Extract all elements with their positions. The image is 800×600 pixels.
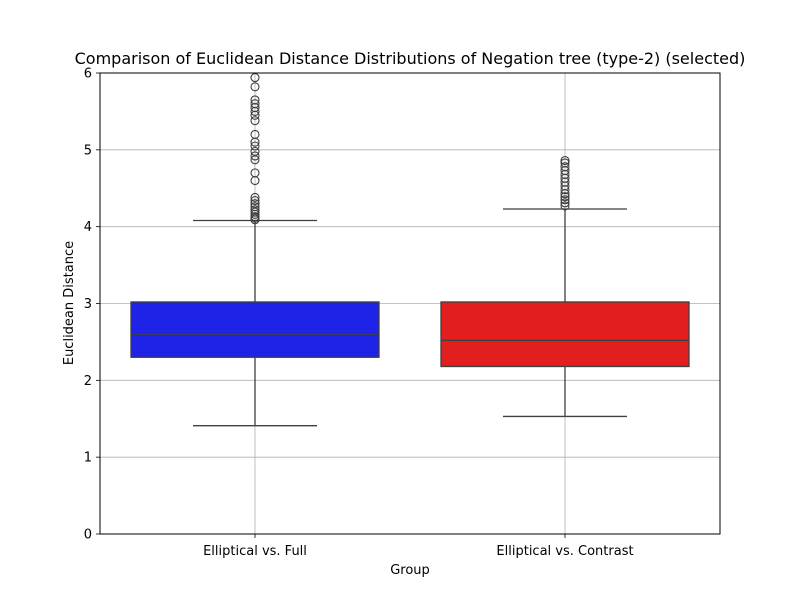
outlier-point bbox=[250, 82, 260, 92]
outlier-point bbox=[560, 156, 570, 166]
outlier-point bbox=[250, 202, 260, 212]
y-tick-label: 6 bbox=[84, 67, 92, 82]
outlier-point bbox=[560, 158, 570, 168]
outlier-point bbox=[250, 212, 260, 222]
outlier-point bbox=[250, 73, 260, 83]
outlier-point bbox=[250, 129, 260, 140]
x-axis-label: Group bbox=[390, 563, 430, 578]
outlier-point bbox=[250, 141, 260, 151]
x-tick-label: Elliptical vs. Contrast bbox=[496, 544, 633, 559]
outlier-point bbox=[250, 195, 260, 206]
y-tick-label: 1 bbox=[84, 451, 92, 466]
y-axis-label: Euclidean Distance bbox=[62, 241, 77, 365]
outlier-point bbox=[250, 205, 260, 215]
box-iqr bbox=[440, 301, 690, 368]
outlier-point bbox=[250, 199, 260, 209]
y-tick-label: 3 bbox=[84, 297, 92, 312]
y-tick-label: 0 bbox=[84, 528, 92, 543]
outlier-point bbox=[560, 198, 570, 208]
outlier-point bbox=[250, 168, 260, 178]
outlier-point bbox=[250, 116, 260, 126]
box-group bbox=[440, 156, 690, 418]
outlier-point bbox=[250, 146, 260, 156]
outlier-point bbox=[560, 201, 570, 211]
y-tick-label: 4 bbox=[84, 220, 92, 235]
outlier-point bbox=[560, 162, 570, 172]
box-iqr bbox=[130, 301, 380, 358]
outlier-point bbox=[250, 95, 260, 105]
x-axis-ticks: Elliptical vs. Full Elliptical vs. Contra… bbox=[203, 534, 634, 559]
y-tick-label: 5 bbox=[84, 143, 92, 158]
chart-title: Comparison of Euclidean Distance Distrib… bbox=[75, 49, 746, 68]
y-tick-label: 2 bbox=[84, 374, 92, 389]
outlier-point bbox=[250, 151, 260, 161]
outlier-point bbox=[250, 192, 260, 203]
box-group bbox=[130, 73, 380, 427]
outlier-point bbox=[560, 192, 570, 202]
outlier-point bbox=[560, 195, 570, 205]
x-tick-label: Elliptical vs. Full bbox=[203, 544, 307, 559]
outlier-point bbox=[250, 99, 260, 109]
box-series bbox=[130, 73, 690, 427]
y-axis-ticks: 0 1 2 3 4 5 6 bbox=[84, 67, 100, 543]
